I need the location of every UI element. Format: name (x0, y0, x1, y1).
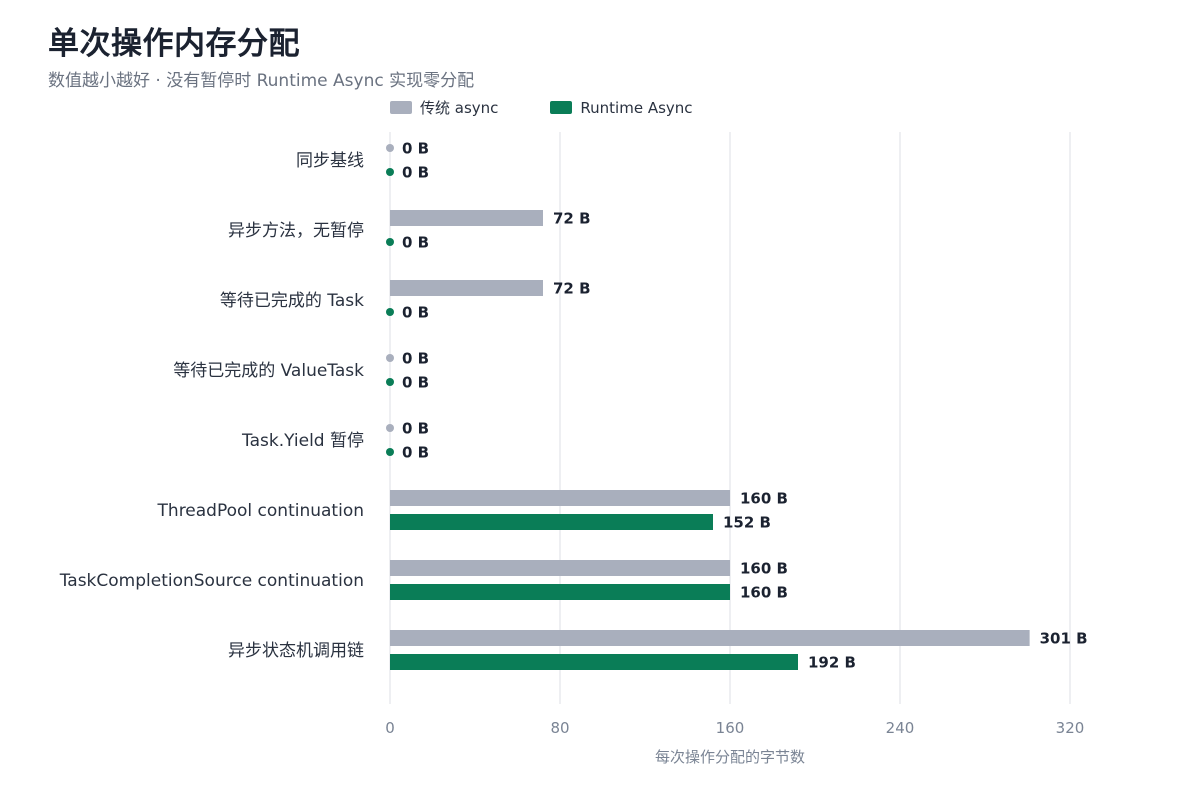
data-label: 160 B (740, 560, 788, 578)
category-label: 等待已完成的 Task (220, 291, 364, 311)
category-label: ThreadPool continuation (157, 501, 364, 521)
x-tick-label: 160 (716, 719, 745, 737)
category-label: Task.Yield 暂停 (241, 431, 364, 451)
data-label: 0 B (402, 304, 429, 322)
data-label: 0 B (402, 140, 429, 158)
legend-label-legacy: 传统 async (420, 99, 499, 117)
bar (390, 514, 713, 530)
zero-marker (386, 378, 394, 386)
data-label: 152 B (723, 514, 771, 532)
category-label: 异步状态机调用链 (228, 641, 364, 661)
legend-swatch-runtime (550, 101, 573, 114)
zero-marker (386, 238, 394, 246)
category-label: 等待已完成的 ValueTask (173, 361, 364, 381)
chart-title: 单次操作内存分配 (48, 26, 300, 62)
data-label: 72 B (553, 210, 591, 228)
data-label: 0 B (402, 234, 429, 252)
data-label: 72 B (553, 280, 591, 298)
legend-item-legacy: 传统 async (390, 97, 498, 118)
data-label: 160 B (740, 490, 788, 508)
zero-marker (386, 354, 394, 362)
data-label: 160 B (740, 584, 788, 602)
data-label: 0 B (402, 164, 429, 182)
chart-subtitle: 数值越小越好 · 没有暂停时 Runtime Async 实现零分配 (48, 71, 475, 91)
zero-marker (386, 144, 394, 152)
x-tick-label: 0 (385, 719, 395, 737)
legend-item-runtime: Runtime Async (550, 97, 693, 118)
bar (390, 630, 1030, 646)
category-label: TaskCompletionSource continuation (59, 571, 364, 591)
bar (390, 490, 730, 506)
zero-marker (386, 308, 394, 316)
data-label: 0 B (402, 350, 429, 368)
data-label: 0 B (402, 420, 429, 438)
zero-marker (386, 424, 394, 432)
category-label: 同步基线 (296, 151, 364, 171)
data-label: 0 B (402, 374, 429, 392)
zero-marker (386, 168, 394, 176)
bar (390, 584, 730, 600)
bar (390, 654, 798, 670)
data-label: 301 B (1040, 630, 1088, 648)
legend-label-runtime: Runtime Async (580, 98, 693, 117)
legend: 传统 async Runtime Async (390, 97, 693, 118)
x-axis-title: 每次操作分配的字节数 (655, 748, 805, 766)
data-label: 192 B (808, 654, 856, 672)
bar (390, 210, 543, 226)
category-label: 异步方法，无暂停 (228, 221, 364, 241)
zero-marker (386, 448, 394, 456)
x-tick-label: 80 (550, 719, 569, 737)
bar (390, 560, 730, 576)
data-label: 0 B (402, 444, 429, 462)
bar (390, 280, 543, 296)
legend-swatch-legacy (390, 101, 412, 114)
x-tick-label: 320 (1056, 719, 1085, 737)
x-tick-label: 240 (886, 719, 915, 737)
